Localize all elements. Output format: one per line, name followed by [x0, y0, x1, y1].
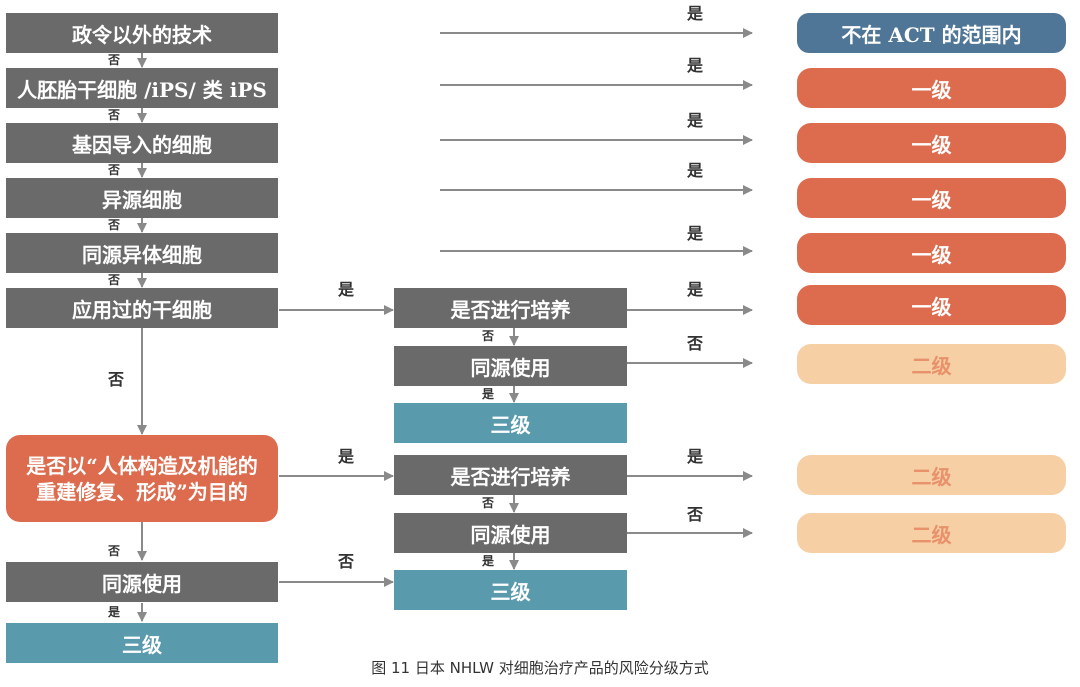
purpose-line-1: 是否以“人体构造及机能的 [26, 453, 258, 478]
box-class-2-a: 二级 [797, 344, 1066, 384]
label-yes-mid-2: 是 [482, 387, 495, 401]
box-allogeneic: 同源异体细胞 [6, 233, 278, 273]
label-yes-stem-to-culture: 是 [338, 280, 355, 299]
box-applied-stem-cell: 应用过的干细胞 [6, 288, 278, 328]
label-yes-row-5: 是 [687, 224, 704, 243]
box-class-2-b: 二级 [797, 455, 1066, 495]
box-gene-transfer: 基因导入的细胞 [6, 123, 278, 163]
box-class-3-mid-bottom: 三级 [394, 570, 627, 610]
label-no-left-5: 否 [108, 273, 121, 287]
box-class-3-bottom-left: 三级 [6, 623, 278, 663]
label-yes-row-6: 是 [687, 280, 704, 299]
label-no-left-4: 否 [108, 218, 121, 232]
box-class-2-c: 二级 [797, 513, 1066, 553]
box-class-3-mid-top: 三级 [394, 403, 627, 443]
label-yes-row-1: 是 [687, 4, 704, 23]
purpose-line-2: 重建修复、形成”为目的 [36, 479, 248, 504]
box-out-of-scope: 不在 ACT 的范围内 [797, 13, 1066, 53]
label-yes-purpose-to-culture: 是 [338, 447, 355, 466]
box-class-1-c: 一级 [797, 178, 1066, 218]
label-no-row-9: 否 [687, 505, 704, 524]
label-yes-row-8: 是 [687, 447, 704, 466]
label-no-left-1: 否 [108, 53, 121, 67]
label-no-left-6: 否 [108, 544, 121, 558]
label-no-stem-down: 否 [108, 370, 125, 389]
label-yes-row-2: 是 [687, 56, 704, 75]
box-culture-top: 是否进行培养 [394, 288, 627, 328]
label-no-row-7: 否 [687, 334, 704, 353]
box-xenogeneic: 异源细胞 [6, 178, 278, 218]
box-same-source-use-top: 同源使用 [394, 346, 627, 386]
figure-caption: 图 11 日本 NHLW 对细胞治疗产品的风险分级方式 [371, 659, 709, 677]
box-class-1-d: 一级 [797, 233, 1066, 273]
label-no-use-to-result: 否 [338, 552, 355, 571]
box-same-source-use-mid-bottom: 同源使用 [394, 513, 627, 553]
box-class-1-e: 一级 [797, 285, 1066, 325]
box-class-1-a: 一级 [797, 68, 1066, 108]
box-non-order-tech: 政令以外的技术 [6, 13, 278, 53]
box-same-source-use-bottom: 同源使用 [6, 562, 278, 602]
label-yes-left-7: 是 [108, 605, 121, 619]
box-reconstruction-purpose: 是否以“人体构造及机能的 重建修复、形成”为目的 [6, 435, 278, 522]
label-yes-row-3: 是 [687, 111, 704, 130]
label-no-mid-1: 否 [482, 329, 495, 343]
label-no-left-2: 否 [108, 108, 121, 122]
box-embryonic-ips: 人胚胎干细胞 /iPS/ 类 iPS [6, 68, 278, 108]
label-yes-row-4: 是 [687, 161, 704, 180]
label-no-mid-3: 否 [482, 496, 495, 510]
box-culture-bottom: 是否进行培养 [394, 455, 627, 495]
label-no-left-3: 否 [108, 163, 121, 177]
label-yes-mid-4: 是 [482, 554, 495, 568]
box-class-1-b: 一级 [797, 123, 1066, 163]
